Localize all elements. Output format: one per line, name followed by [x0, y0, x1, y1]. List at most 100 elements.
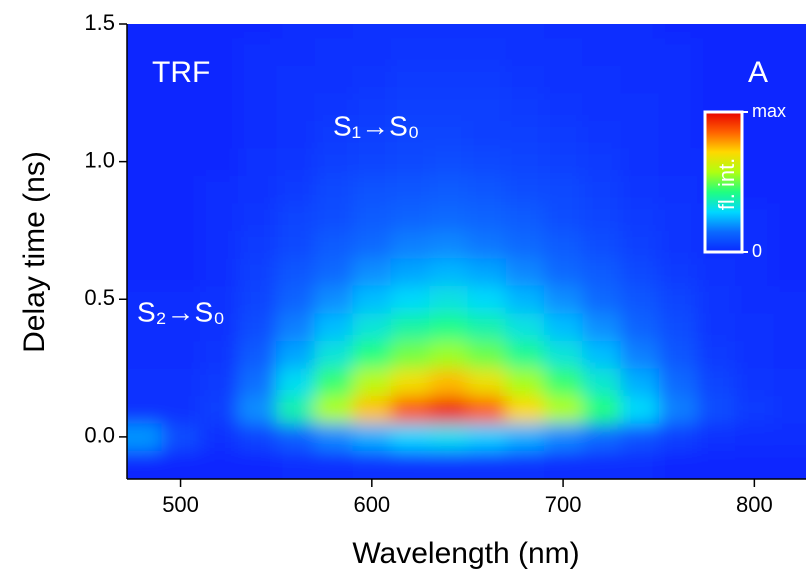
heatmap-cell [276, 423, 315, 452]
x-tick-label: 800 [736, 492, 773, 517]
heatmap-cell [161, 65, 201, 94]
heatmap-cell [390, 147, 430, 176]
heatmap-cell [390, 37, 430, 66]
heatmap-cell [237, 395, 277, 424]
heatmap-cell [543, 175, 583, 204]
heatmap-cell [543, 24, 583, 39]
x-axis-label: Wavelength (nm) [352, 537, 579, 570]
heatmap-cell [735, 37, 774, 66]
heatmap-cell [658, 450, 698, 479]
heatmap-cell [314, 450, 354, 479]
heatmap-cell [127, 340, 162, 369]
heatmap-cell [314, 257, 354, 286]
heatmap-cell [276, 230, 315, 259]
heatmap-cell [429, 230, 468, 259]
heatmap-cell [735, 65, 774, 94]
heatmap-cell [429, 423, 468, 452]
heatmap-cell [237, 147, 277, 176]
heatmap-cell [505, 120, 545, 149]
heatmap-cell [352, 285, 392, 314]
heatmap-cell [620, 147, 660, 176]
heatmap-cell [161, 230, 201, 259]
heatmap-cell [352, 175, 392, 204]
heatmap-cell [696, 285, 736, 314]
heatmap-cell [390, 313, 430, 342]
heatmap-cell [582, 230, 621, 259]
heatmap-cell [543, 257, 583, 286]
heatmap-cell [390, 395, 430, 424]
heatmap-cell [543, 313, 583, 342]
heatmap-cell [127, 120, 162, 149]
heatmap-cell [161, 257, 201, 286]
heatmap-cell [467, 175, 507, 204]
heatmap-cell [161, 37, 201, 66]
heatmap-cell [127, 257, 162, 286]
heatmap-cell [735, 313, 774, 342]
heatmap-cell [543, 395, 583, 424]
heatmap-cell [467, 120, 507, 149]
heatmap-cell [582, 120, 621, 149]
heatmap-cell [276, 285, 315, 314]
heatmap-cell [237, 285, 277, 314]
heatmap-cell [429, 175, 468, 204]
heatmap-cell [352, 37, 392, 66]
heatmap-cell [276, 395, 315, 424]
heatmap-cell [773, 395, 806, 424]
heatmap-cell [582, 92, 621, 121]
heatmap-cell [467, 37, 507, 66]
heatmap-cell [161, 313, 201, 342]
heatmap-cell [199, 65, 239, 94]
heatmap-cell [696, 257, 736, 286]
heatmap-cell [620, 202, 660, 231]
heatmap-cell [276, 368, 315, 397]
heatmap-cell [352, 24, 392, 39]
heatmap-cell [429, 313, 468, 342]
heatmap-cell [467, 423, 507, 452]
heatmap-cell [127, 147, 162, 176]
heatmap-cell [237, 313, 277, 342]
heatmap-cell [237, 37, 277, 66]
heatmap-cell [620, 175, 660, 204]
heatmap-cell [390, 423, 430, 452]
heatmap [127, 24, 806, 479]
heatmap-cell [620, 450, 660, 479]
heatmap-cell [429, 92, 468, 121]
heatmap-cell [735, 368, 774, 397]
heatmap-cell [352, 423, 392, 452]
y-tick-label: 0.5 [84, 285, 115, 310]
heatmap-cell [505, 450, 545, 479]
heatmap-cell [314, 423, 354, 452]
heatmap-cell [543, 120, 583, 149]
heatmap-cell [237, 175, 277, 204]
heatmap-cell [127, 423, 162, 452]
heatmap-cell [127, 37, 162, 66]
heatmap-cell [505, 202, 545, 231]
heatmap-cell [505, 340, 545, 369]
heatmap-cell [658, 230, 698, 259]
heatmap-cell [505, 175, 545, 204]
heatmap-cell [429, 257, 468, 286]
heatmap-cell [773, 147, 806, 176]
heatmap-cell [161, 340, 201, 369]
heatmap-cell [429, 37, 468, 66]
heatmap-cell [658, 395, 698, 424]
heatmap-cell [505, 147, 545, 176]
heatmap-cell [505, 423, 545, 452]
heatmap-cell [773, 340, 806, 369]
heatmap-cell [161, 285, 201, 314]
heatmap-cells [127, 24, 806, 479]
heatmap-cell [467, 257, 507, 286]
heatmap-cell [620, 257, 660, 286]
heatmap-cell [390, 92, 430, 121]
heatmap-cell [620, 92, 660, 121]
heatmap-cell [658, 65, 698, 94]
x-tick-label: 500 [162, 492, 199, 517]
heatmap-cell [773, 230, 806, 259]
heatmap-cell [161, 92, 201, 121]
heatmap-cell [658, 147, 698, 176]
heatmap-cell [237, 368, 277, 397]
heatmap-cell [352, 313, 392, 342]
heatmap-cell [237, 92, 277, 121]
heatmap-cell [467, 395, 507, 424]
x-tick-label: 600 [353, 492, 390, 517]
